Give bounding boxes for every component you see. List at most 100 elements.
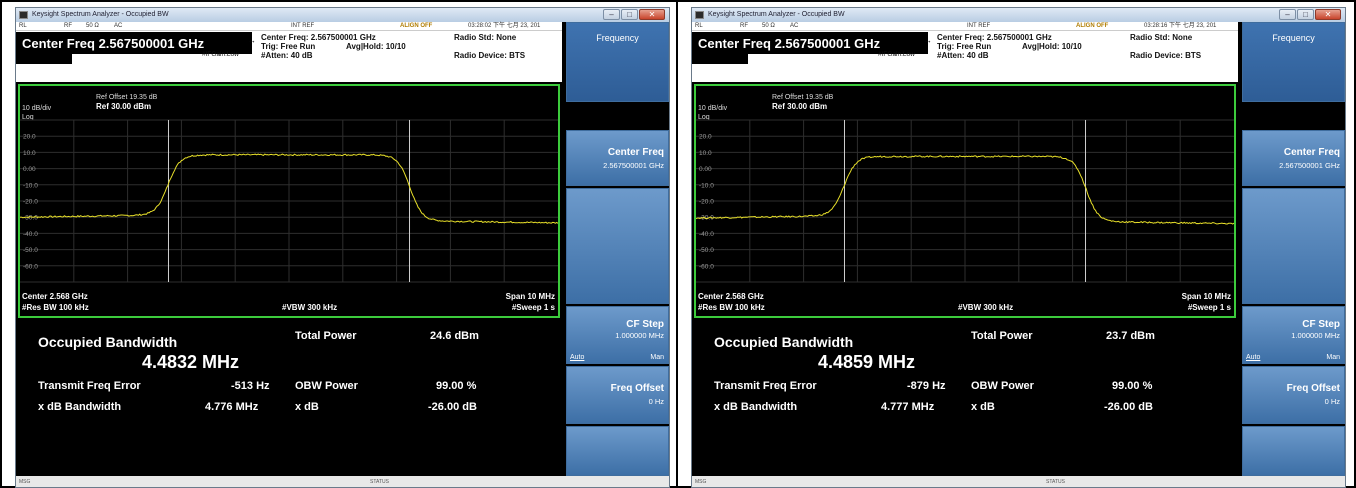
left-panel: Keysight Spectrum Analyzer - Occupied BW… [0,0,678,488]
close-button[interactable]: ✕ [1315,9,1341,20]
maximize-button[interactable]: □ [621,9,638,20]
spectrum-graph[interactable]: Ref Offset 19.35 dB 10 dB/div Ref 30.00 … [18,84,560,318]
res-bw-readout: #Res BW 100 kHz [22,303,89,312]
spectrum-graph[interactable]: Ref Offset 19.35 dB 10 dB/div Ref 30.00 … [694,84,1236,318]
cf-step-auto[interactable]: Auto [1246,354,1261,361]
if-gain: #IFGain:Low [202,51,239,58]
align-warning: ALIGN OFF [400,23,433,29]
xdb-bw-value: 4.776 MHz [205,401,259,413]
title-tab [748,54,928,65]
setup-avg-hold: Avg|Hold: 10/10 [346,42,406,51]
blank-softkey-bottom[interactable] [566,426,669,476]
coupling-indicator: AC [114,23,123,29]
center-freq-title: Center Freq 2.567500001 GHz [692,32,928,65]
freq-offset-key-label: Freq Offset [610,383,664,394]
center-freq-title: Center Freq 2.567500001 GHz [16,32,252,65]
y-tick-label: 20.0 [23,134,36,141]
center-freq-key-label: Center Freq [607,147,664,158]
center-freq-text: Center Freq 2.567500001 GHz [22,36,205,51]
span-readout: Span 10 MHz [1181,292,1231,301]
status-label: STATUS [370,479,389,485]
analyzer-window-2: Keysight Spectrum Analyzer - Occupied BW… [691,7,1346,488]
center-freq-key-value: 2.567500001 GHz [603,161,664,170]
measurement-bar: RL RF 50 Ω AC INT REF ALIGN OFF 03:28:02… [16,22,562,82]
y-tick-label: 0.00 [699,166,712,173]
scale-div: 10 dB/div [698,105,728,112]
cf-step-key-label: CF Step [1302,319,1340,330]
cf-step-key-label: CF Step [626,319,664,330]
ref-indicator: INT REF [967,23,991,29]
scale-type: Log [22,114,34,121]
status-strip: RL RF 50 Ω AC INT REF ALIGN OFF 03:28:16… [692,22,1238,31]
timestamp: 03:28:16 下午 七月 23, 201 [1144,23,1217,29]
obw-power-value: 99.00 % [436,380,477,392]
freq-offset-softkey[interactable]: Freq Offset 0 Hz [566,366,669,424]
xdb-bw-label: x dB Bandwidth [714,401,798,413]
scale-type: Log [698,114,710,121]
rf-indicator: RF [64,23,72,29]
status-label: STATUS [1046,479,1065,485]
total-power-value: 23.7 dBm [1106,330,1155,342]
center-freq-readout: Center 2.568 GHz [698,292,764,301]
tfe-label: Transmit Freq Error [714,380,817,392]
cf-step-key-value: 1.000000 MHz [615,331,664,340]
impedance-indicator: 50 Ω [762,23,775,29]
minimize-button[interactable]: – [1279,9,1296,20]
menu-frequency[interactable]: Frequency [566,22,669,102]
obw-power-label: OBW Power [295,380,358,392]
title-tab [72,54,252,65]
measurement-bar: RL RF 50 Ω AC INT REF ALIGN OFF 03:28:16… [692,22,1238,82]
cf-step-auto[interactable]: Auto [570,354,585,361]
setup-center-freq: Center Freq: 2.567500001 GHz [937,33,1052,42]
tfe-value: -513 Hz [231,380,270,392]
msg-label: MSG [19,479,31,485]
y-tick-label: -40.0 [699,231,714,238]
blank-softkey-bottom[interactable] [1242,426,1345,476]
radio-device: Radio Device: BTS [1130,51,1202,60]
status-bottom-bar: MSG STATUS [16,476,669,487]
y-tick-label: -60.0 [699,263,714,270]
cf-step-man[interactable]: Man [1326,354,1340,361]
span-readout: Span 10 MHz [505,292,555,301]
minimize-button[interactable]: – [603,9,620,20]
impedance-indicator: 50 Ω [86,23,99,29]
setup-center-freq: Center Freq: 2.567500001 GHz [261,33,376,42]
center-freq-softkey[interactable]: Center Freq 2.567500001 GHz [1242,130,1345,186]
scale-div: 10 dB/div [22,105,52,112]
ref-level: Ref 30.00 dBm [772,102,828,111]
sweep-readout: #Sweep 1 s [1187,303,1231,312]
center-freq-softkey[interactable]: Center Freq 2.567500001 GHz [566,130,669,186]
trace-plot: 20.0 10.0 0.00 -10.0 -20.0 -30.0 -40.0 -50.0 -60… [20,119,558,283]
freq-offset-softkey[interactable]: Freq Offset 0 Hz [1242,366,1345,424]
window-title: Keysight Spectrum Analyzer - Occupied BW [32,11,169,18]
cf-step-man[interactable]: Man [650,354,664,361]
title-bar: Keysight Spectrum Analyzer - Occupied BW… [692,8,1345,22]
y-tick-label: -40.0 [23,231,38,238]
freq-offset-key-label: Freq Offset [1286,383,1340,394]
res-bw-readout: #Res BW 100 kHz [698,303,765,312]
blank-softkey[interactable] [1242,188,1345,304]
radio-std: Radio Std: None [454,33,517,42]
results-panel: Occupied Bandwidth 4.4832 MHz Total Powe… [18,322,560,472]
setup-trig: Trig: Free Run [261,42,316,51]
maximize-button[interactable]: □ [1297,9,1314,20]
menu-frequency[interactable]: Frequency [1242,22,1345,102]
center-freq-key-value: 2.567500001 GHz [1279,161,1340,170]
blank-softkey[interactable] [566,188,669,304]
cf-step-key-value: 1.000000 MHz [1291,331,1340,340]
cf-step-softkey[interactable]: CF Step 1.000000 MHz Auto Man [566,306,669,364]
results-panel: Occupied Bandwidth 4.4859 MHz Total Powe… [694,322,1236,472]
vbw-readout: #VBW 300 kHz [958,303,1014,312]
timestamp: 03:28:02 下午 七月 23, 201 [468,23,541,29]
close-button[interactable]: ✕ [639,9,665,20]
title-bar: Keysight Spectrum Analyzer - Occupied BW… [16,8,669,22]
occupied-bw-value: 4.4832 MHz [142,352,240,372]
y-tick-label: -10.0 [23,182,38,189]
app-icon [695,11,704,19]
cf-step-softkey[interactable]: CF Step 1.000000 MHz Auto Man [1242,306,1345,364]
occupied-bw-label: Occupied Bandwidth [38,334,178,350]
freq-offset-key-value: 0 Hz [1324,397,1340,406]
obw-power-value: 99.00 % [1112,380,1153,392]
app-icon [19,11,28,19]
y-tick-label: -20.0 [23,199,38,206]
